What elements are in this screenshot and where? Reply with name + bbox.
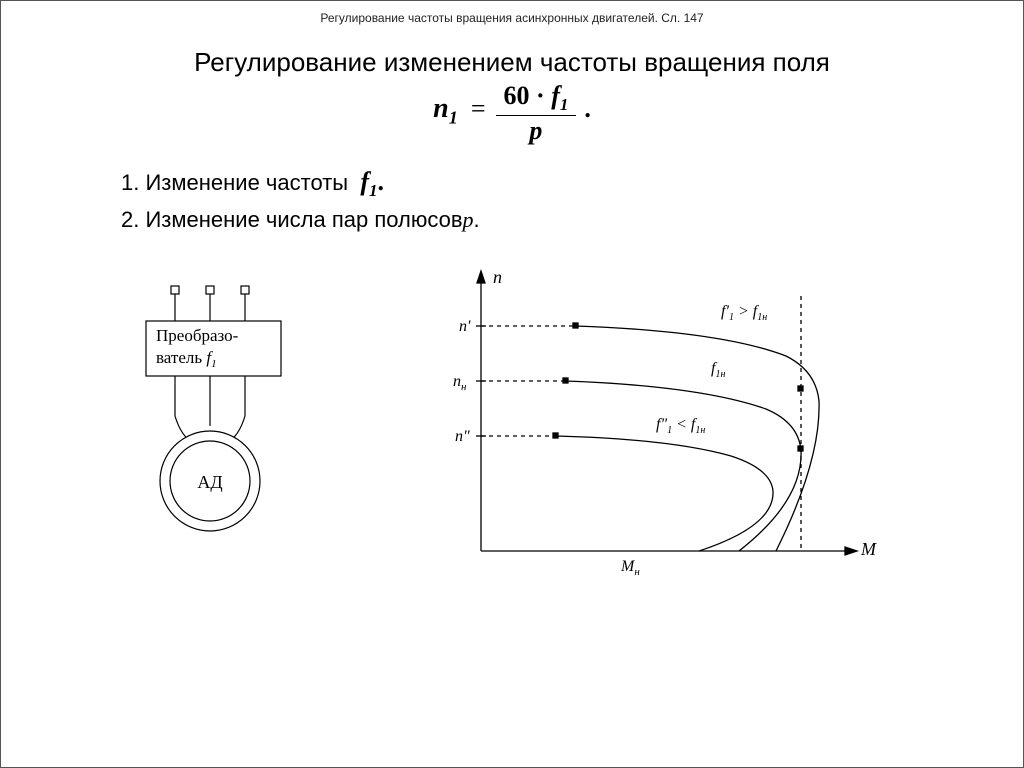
motor-label: АД [197, 472, 222, 492]
main-formula: n1 = 60 · f1 p . [1, 81, 1023, 146]
item1-text: Изменение частоты [145, 170, 348, 196]
formula-num-const: 60 · [504, 81, 545, 110]
slide-title: Регулирование изменением частоты вращени… [1, 47, 1023, 78]
box-line1: Преобразо- [156, 326, 239, 345]
formula-eq: = [465, 94, 492, 123]
formula-num-var: f [551, 81, 560, 110]
box-line2-sub: 1 [211, 358, 217, 370]
svg-text:n′: n′ [459, 318, 471, 335]
item2-text: Изменение числа пар полюсов [145, 207, 462, 233]
item2-num: 2. [121, 207, 139, 233]
axis-x-label: M [860, 539, 877, 559]
box-line2a: ватель [156, 348, 206, 367]
axis-y-label: n [493, 267, 502, 287]
svg-text:nн: nн [453, 373, 467, 393]
formula-lhs: n [433, 93, 449, 124]
item1-var: f [360, 167, 369, 196]
formula-dot: . [580, 94, 591, 123]
block-diagram: Преобразо- ватель f1 АД [111, 281, 371, 641]
svg-text:Mн: Mн [620, 558, 640, 578]
svg-text:f′1 > f1н: f′1 > f1н [721, 303, 767, 323]
item1-num: 1. [121, 170, 139, 196]
slide-header: Регулирование частоты вращения асинхронн… [1, 11, 1023, 25]
list: 1. Изменение частоты f1 . 2. Изменение ч… [121, 161, 480, 239]
formula-lhs-sub: 1 [449, 108, 458, 128]
formula-den: p [496, 116, 577, 146]
svg-text:f″1 < f1н: f″1 < f1н [656, 416, 705, 436]
item1-dot: . [377, 167, 384, 197]
item2-dot: . [474, 207, 480, 233]
svg-text:ватель f1: ватель f1 [156, 348, 217, 370]
item1-sub: 1 [369, 181, 377, 200]
svg-text:n″: n″ [455, 428, 470, 445]
svg-text:f1н: f1н [711, 360, 725, 380]
characteristics-chart: n M n′ nн n″ Mн f′1 > f1н f1н f″1 < f1н [421, 261, 901, 591]
formula-num-sub: 1 [560, 95, 568, 114]
item2-var: p [463, 207, 474, 233]
